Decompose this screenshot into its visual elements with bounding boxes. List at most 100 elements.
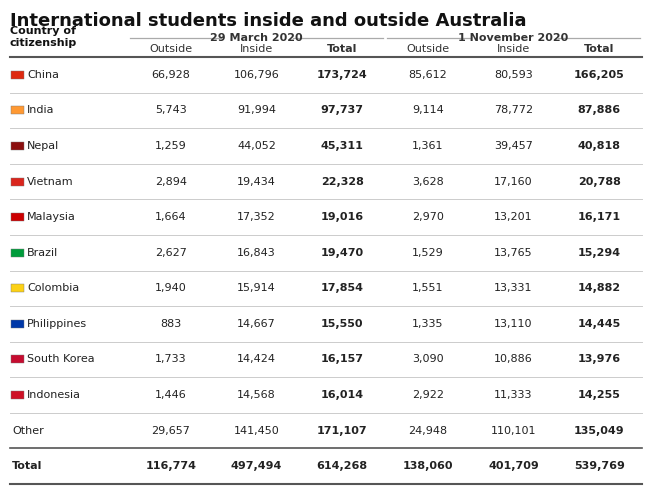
- Text: 614,268: 614,268: [317, 461, 368, 471]
- Text: 106,796: 106,796: [233, 70, 280, 80]
- Text: 401,709: 401,709: [488, 461, 539, 471]
- Text: 135,049: 135,049: [574, 426, 625, 435]
- Text: 9,114: 9,114: [412, 105, 444, 116]
- Text: 13,976: 13,976: [578, 354, 621, 365]
- Bar: [11, 71, 24, 79]
- Text: 19,434: 19,434: [237, 177, 276, 186]
- Bar: [11, 106, 24, 114]
- Text: Philippines: Philippines: [27, 319, 87, 329]
- Bar: [11, 355, 24, 364]
- Text: 17,352: 17,352: [237, 212, 276, 222]
- Bar: [11, 213, 24, 221]
- Text: 2,970: 2,970: [412, 212, 444, 222]
- Text: 87,886: 87,886: [578, 105, 621, 116]
- Text: South Korea: South Korea: [27, 354, 95, 365]
- Text: Malaysia: Malaysia: [27, 212, 76, 222]
- Text: 13,110: 13,110: [494, 319, 533, 329]
- Text: Outside: Outside: [406, 44, 449, 54]
- Bar: [11, 249, 24, 257]
- Text: 17,160: 17,160: [494, 177, 533, 186]
- Text: 883: 883: [160, 319, 181, 329]
- Text: 16,843: 16,843: [237, 247, 276, 258]
- Text: 2,894: 2,894: [155, 177, 187, 186]
- Text: 1,551: 1,551: [412, 283, 443, 293]
- Text: Total: Total: [327, 44, 358, 54]
- Text: Total: Total: [584, 44, 614, 54]
- Text: 14,445: 14,445: [578, 319, 621, 329]
- Text: India: India: [27, 105, 55, 116]
- Text: Total: Total: [12, 461, 42, 471]
- Text: 16,014: 16,014: [320, 390, 364, 400]
- Text: 1,259: 1,259: [155, 141, 187, 151]
- Text: 29,657: 29,657: [151, 426, 190, 435]
- Text: 497,494: 497,494: [231, 461, 282, 471]
- Text: 2,922: 2,922: [412, 390, 444, 400]
- Text: 1,361: 1,361: [412, 141, 443, 151]
- Text: 40,818: 40,818: [578, 141, 621, 151]
- Text: Inside: Inside: [240, 44, 273, 54]
- Text: 14,568: 14,568: [237, 390, 276, 400]
- Text: 173,724: 173,724: [317, 70, 367, 80]
- Bar: [11, 142, 24, 150]
- Text: Other: Other: [12, 426, 44, 435]
- Text: 1,733: 1,733: [155, 354, 187, 365]
- Text: Colombia: Colombia: [27, 283, 79, 293]
- Text: 91,994: 91,994: [237, 105, 276, 116]
- Text: 138,060: 138,060: [402, 461, 453, 471]
- Text: 14,255: 14,255: [578, 390, 621, 400]
- Text: 15,294: 15,294: [578, 247, 621, 258]
- Text: 22,328: 22,328: [320, 177, 363, 186]
- Text: 13,201: 13,201: [494, 212, 533, 222]
- Text: 13,331: 13,331: [494, 283, 533, 293]
- Text: Vietnam: Vietnam: [27, 177, 73, 186]
- Text: 15,550: 15,550: [321, 319, 363, 329]
- Text: 110,101: 110,101: [491, 426, 536, 435]
- Text: 29 March 2020: 29 March 2020: [210, 33, 303, 43]
- Text: 15,914: 15,914: [237, 283, 276, 293]
- Text: 80,593: 80,593: [494, 70, 533, 80]
- Text: International students inside and outside Australia: International students inside and outsid…: [10, 12, 526, 30]
- Bar: [11, 178, 24, 185]
- Text: Brazil: Brazil: [27, 247, 58, 258]
- Text: 20,788: 20,788: [578, 177, 621, 186]
- Bar: [11, 391, 24, 399]
- Text: 24,948: 24,948: [408, 426, 447, 435]
- Text: 1,529: 1,529: [412, 247, 444, 258]
- Text: 14,882: 14,882: [578, 283, 621, 293]
- Text: 39,457: 39,457: [494, 141, 533, 151]
- Text: 10,886: 10,886: [494, 354, 533, 365]
- Text: Inside: Inside: [497, 44, 530, 54]
- Text: 11,333: 11,333: [494, 390, 533, 400]
- Text: 141,450: 141,450: [233, 426, 280, 435]
- Text: 16,171: 16,171: [578, 212, 621, 222]
- Text: 1 November 2020: 1 November 2020: [458, 33, 569, 43]
- Text: 1,940: 1,940: [155, 283, 187, 293]
- Text: 539,769: 539,769: [574, 461, 625, 471]
- Text: 3,090: 3,090: [412, 354, 444, 365]
- Text: China: China: [27, 70, 59, 80]
- Text: Country of
citizenship: Country of citizenship: [10, 26, 77, 48]
- Text: 5,743: 5,743: [155, 105, 187, 116]
- Text: 17,854: 17,854: [320, 283, 363, 293]
- Text: Nepal: Nepal: [27, 141, 59, 151]
- Text: Outside: Outside: [150, 44, 192, 54]
- Text: 85,612: 85,612: [408, 70, 447, 80]
- Text: 19,470: 19,470: [320, 247, 364, 258]
- Text: 66,928: 66,928: [151, 70, 190, 80]
- Text: 44,052: 44,052: [237, 141, 276, 151]
- Text: 171,107: 171,107: [317, 426, 367, 435]
- Text: 13,765: 13,765: [494, 247, 533, 258]
- Text: 19,016: 19,016: [320, 212, 364, 222]
- Text: 97,737: 97,737: [320, 105, 363, 116]
- Text: 78,772: 78,772: [494, 105, 533, 116]
- Bar: [11, 284, 24, 292]
- Bar: [11, 320, 24, 328]
- Text: 3,628: 3,628: [412, 177, 444, 186]
- Text: 1,335: 1,335: [412, 319, 443, 329]
- Text: 14,667: 14,667: [237, 319, 276, 329]
- Text: 116,774: 116,774: [146, 461, 196, 471]
- Text: 14,424: 14,424: [237, 354, 276, 365]
- Text: 1,664: 1,664: [155, 212, 187, 222]
- Text: 2,627: 2,627: [155, 247, 187, 258]
- Text: 16,157: 16,157: [320, 354, 363, 365]
